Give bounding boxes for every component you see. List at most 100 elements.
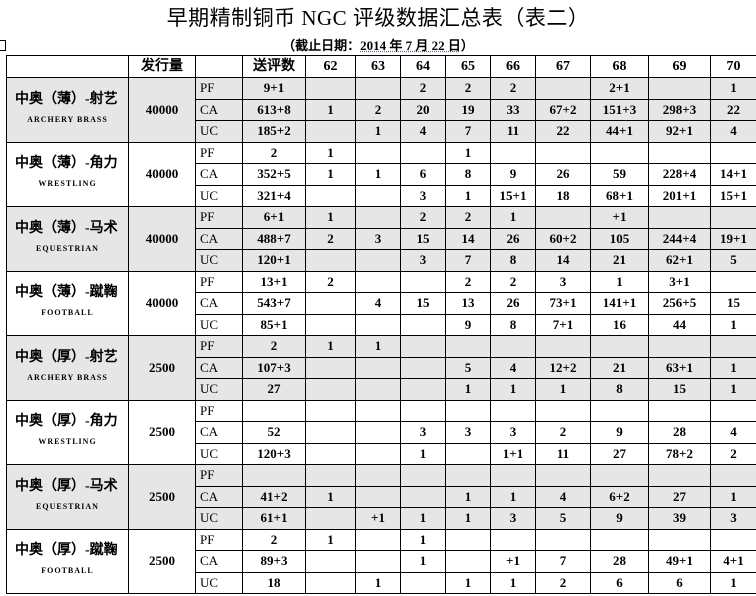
submitted-count-cell: 13+1 — [242, 270, 306, 293]
grade-type-cell: PF — [195, 270, 243, 293]
grade-count-cell-68: 2+1 — [590, 77, 649, 100]
grade-count-cell-69 — [648, 206, 711, 229]
grade-type-cell: UC — [195, 249, 243, 272]
grade-count-cell-69 — [648, 335, 711, 358]
grade-count-cell-66: 2 — [490, 270, 536, 293]
grade-count-cell-69: 28 — [648, 421, 711, 444]
submitted-count-cell: 18 — [242, 571, 306, 594]
grade-type-cell: CA — [195, 292, 243, 315]
grade-count-cell-64 — [400, 313, 446, 336]
grade-count-cell-67: 4 — [535, 485, 591, 508]
grade-count-cell-70: 1 — [710, 77, 756, 100]
grade-count-cell-65: 1 — [445, 141, 491, 164]
grade-count-cell-68: 1 — [590, 270, 649, 293]
submitted-count-cell: 85+1 — [242, 313, 306, 336]
grade-count-cell-66: +1 — [490, 550, 536, 573]
table-row: CA 89+3 1 +1 7 28 49+1 4+1 — [7, 550, 756, 573]
grade-count-cell-70: 4 — [710, 421, 756, 444]
header-grade-65: 65 — [445, 55, 491, 78]
mintage-cell: 40000 — [128, 270, 196, 336]
grade-count-cell-70: 4+1 — [710, 550, 756, 573]
grade-count-cell-63 — [355, 550, 401, 573]
grade-count-cell-65 — [445, 399, 491, 422]
grade-count-cell-67: 11 — [535, 442, 591, 465]
table-row: CA 613+8 1 2 20 19 33 67+2 151+3 298+3 22 — [7, 98, 756, 121]
grade-count-cell-68 — [590, 528, 649, 551]
grade-count-cell-69 — [648, 77, 711, 100]
submitted-count-cell: 89+3 — [242, 550, 306, 573]
grade-count-cell-70 — [710, 141, 756, 164]
submitted-count-cell: 543+7 — [242, 292, 306, 315]
grade-type-cell: UC — [195, 442, 243, 465]
grade-count-cell-70: 22 — [710, 98, 756, 121]
grade-count-cell-67 — [535, 464, 591, 487]
grade-count-cell-64: 1 — [400, 550, 446, 573]
coin-name-cell: 中奥（薄）-马术 EQUESTRIAN — [6, 206, 129, 272]
grade-count-cell-63: 1 — [355, 571, 401, 594]
grade-count-cell-69 — [648, 141, 711, 164]
table-row: 中奥（厚）-马术 EQUESTRIAN 2500 PF — [6, 464, 756, 530]
grade-count-cell-68 — [590, 141, 649, 164]
grade-count-cell-65: 14 — [445, 227, 491, 250]
submitted-count-cell: 185+2 — [242, 120, 306, 143]
grade-count-cell-65 — [445, 442, 491, 465]
grade-count-cell-66: 8 — [490, 249, 536, 272]
grade-count-cell-66: 15+1 — [490, 184, 536, 207]
grade-count-cell-67 — [535, 335, 591, 358]
grade-count-cell-64 — [400, 399, 446, 422]
grade-count-cell-69: 6 — [648, 571, 711, 594]
grade-count-cell-67: 22 — [535, 120, 591, 143]
grade-count-cell-69: 39 — [648, 507, 711, 530]
submitted-count-cell: 52 — [242, 421, 306, 444]
table-anchor-icon[interactable] — [0, 40, 6, 51]
header-grade-67: 67 — [535, 55, 591, 78]
grade-count-cell-65: 2 — [445, 77, 491, 100]
grade-count-cell-62: 1 — [305, 335, 356, 358]
grade-count-cell-65: 13 — [445, 292, 491, 315]
coin-name-cell: 中奥（厚）-蹴鞠 FOOTBALL — [6, 528, 129, 594]
grade-count-cell-64: 20 — [400, 98, 446, 121]
grade-count-cell-64 — [400, 571, 446, 594]
grade-count-cell-63 — [355, 270, 401, 293]
coin-name-cn: 中奥（薄）-蹴鞠 — [15, 285, 118, 301]
coin-name-cn: 中奥（厚）-射艺 — [15, 349, 118, 365]
grade-count-cell-64 — [400, 485, 446, 508]
grade-count-cell-66: 3 — [490, 421, 536, 444]
grade-count-cell-68: 151+3 — [590, 98, 649, 121]
table-row: UC 85+1 9 8 7+1 16 44 1 — [7, 313, 756, 336]
submitted-count-cell: 613+8 — [242, 98, 306, 121]
grade-count-cell-64 — [400, 356, 446, 379]
grade-type-cell: CA — [195, 163, 243, 186]
grade-count-cell-62 — [305, 378, 356, 401]
grade-type-cell: UC — [195, 313, 243, 336]
grade-count-cell-70: 19+1 — [710, 227, 756, 250]
grade-count-cell-69: 3+1 — [648, 270, 711, 293]
table-row: UC 18 1 1 1 2 6 6 1 — [7, 571, 756, 594]
header-grade-66: 66 — [490, 55, 536, 78]
grade-count-cell-68: 21 — [590, 249, 649, 272]
grade-count-cell-68: 9 — [590, 507, 649, 530]
grade-count-cell-66: 4 — [490, 356, 536, 379]
grade-count-cell-62 — [305, 120, 356, 143]
grade-count-cell-68: +1 — [590, 206, 649, 229]
grade-count-cell-69: 15 — [648, 378, 711, 401]
grade-count-cell-67 — [535, 399, 591, 422]
grade-count-cell-70 — [710, 399, 756, 422]
cutoff-date: 2014 年 7 月 22 日 — [360, 38, 461, 53]
grade-count-cell-63 — [355, 378, 401, 401]
coin-name-en: FOOTBALL — [41, 308, 94, 318]
grade-count-cell-67: 73+1 — [535, 292, 591, 315]
grade-count-cell-67: 26 — [535, 163, 591, 186]
grade-count-cell-63 — [355, 184, 401, 207]
grade-count-cell-67 — [535, 77, 591, 100]
grade-count-cell-66 — [490, 399, 536, 422]
grade-count-cell-62 — [305, 249, 356, 272]
grade-count-cell-64: 3 — [400, 249, 446, 272]
header-grade-68: 68 — [590, 55, 649, 78]
grade-count-cell-70 — [710, 270, 756, 293]
grade-count-cell-63 — [355, 141, 401, 164]
coin-name-cn: 中奥（厚）-蹴鞠 — [15, 543, 118, 559]
grade-count-cell-62 — [305, 550, 356, 573]
grade-count-cell-70: 2 — [710, 442, 756, 465]
grade-count-cell-67: 7 — [535, 550, 591, 573]
